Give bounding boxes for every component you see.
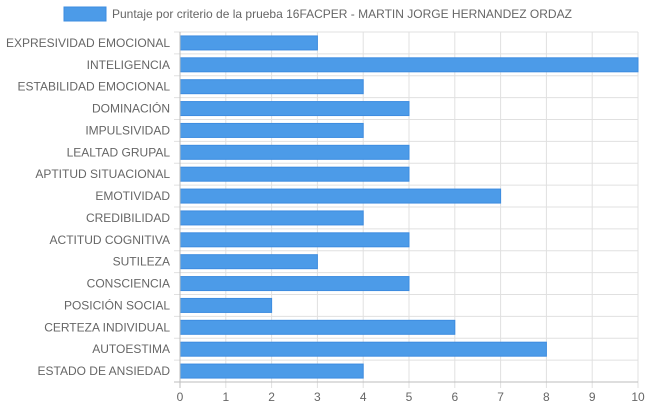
category-label: EXPRESIVIDAD EMOCIONAL <box>6 36 170 50</box>
category-label: LEALTAD GRUPAL <box>67 145 171 159</box>
category-label: CONSCIENCIA <box>87 277 170 291</box>
bar[interactable] <box>179 210 364 226</box>
grid-lines <box>174 31 639 388</box>
x-tick-label: 10 <box>631 390 645 404</box>
bar[interactable] <box>179 144 410 160</box>
category-label: SUTILEZA <box>113 255 170 269</box>
category-label: ESTABILIDAD EMOCIONAL <box>18 80 171 94</box>
x-tick-labels: 0 1 2 3 4 5 6 7 8 9 10 <box>177 390 645 404</box>
bar[interactable] <box>179 35 318 51</box>
legend[interactable]: Puntaje por criterio de la prueba 16FACP… <box>63 6 572 22</box>
bar[interactable] <box>179 232 410 248</box>
x-tick-label: 9 <box>589 390 596 404</box>
bar[interactable] <box>179 188 502 204</box>
category-label: ACTITUD COGNITIVA <box>50 233 170 247</box>
category-label: POSICIÓN SOCIAL <box>64 297 170 312</box>
x-tick-label: 2 <box>268 390 275 404</box>
bar[interactable] <box>179 122 364 138</box>
legend-swatch <box>63 6 107 22</box>
bar[interactable] <box>179 341 547 357</box>
bars <box>179 35 639 379</box>
bar[interactable] <box>179 57 639 73</box>
category-label: INTELIGENCIA <box>87 58 170 72</box>
category-label: CERTEZA INDIVIDUAL <box>44 320 170 334</box>
category-label: ESTADO DE ANSIEDAD <box>38 364 171 378</box>
category-label: AUTOESTIMA <box>92 342 170 356</box>
x-tick-label: 4 <box>360 390 367 404</box>
x-tick-label: 7 <box>497 390 504 404</box>
bar[interactable] <box>179 166 410 182</box>
category-labels: EXPRESIVIDAD EMOCIONAL INTELIGENCIA ESTABI… <box>6 36 170 378</box>
category-label: DOMINACIÓN <box>92 101 170 116</box>
x-tick-label: 6 <box>451 390 458 404</box>
bar[interactable] <box>179 363 364 379</box>
category-label: CREDIBILIDAD <box>86 211 170 225</box>
axes <box>174 32 638 388</box>
bar[interactable] <box>179 101 410 117</box>
x-tick-label: 8 <box>543 390 550 404</box>
category-label: EMOTIVIDAD <box>95 189 170 203</box>
bar[interactable] <box>179 297 273 313</box>
x-tick-label: 1 <box>222 390 229 404</box>
bar[interactable] <box>179 79 364 95</box>
category-label: APTITUD SITUACIONAL <box>35 167 170 181</box>
x-tick-label: 0 <box>177 390 184 404</box>
x-tick-label: 3 <box>314 390 321 404</box>
bar[interactable] <box>179 276 410 292</box>
legend-label: Puntaje por criterio de la prueba 16FACP… <box>112 7 572 21</box>
x-tick-label: 5 <box>406 390 413 404</box>
bar[interactable] <box>179 254 318 270</box>
bar[interactable] <box>179 319 456 335</box>
category-label: IMPULSIVIDAD <box>85 123 170 137</box>
